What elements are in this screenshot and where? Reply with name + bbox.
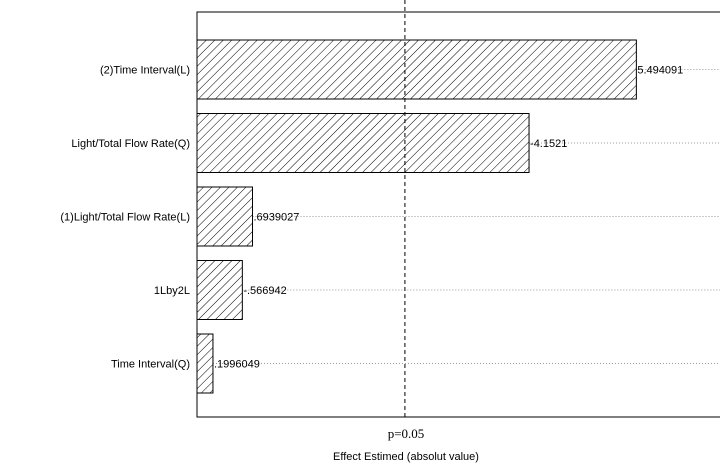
bar-value-label: -4.1521 xyxy=(530,138,567,150)
bar xyxy=(196,333,214,394)
bar-value-label: .1996049 xyxy=(214,359,260,371)
plot-area: 5.494091 (2)Time Interval(L) -4.1521 Light/… xyxy=(60,0,720,418)
reference-line-label: p=0.05 xyxy=(388,426,425,441)
bar-value-label: 5.494091 xyxy=(637,65,683,77)
bar-value-label: -.566942 xyxy=(243,285,286,297)
category-label: (1)Light/Total Flow Rate(L) xyxy=(60,212,190,224)
category-label: 1Lby2L xyxy=(154,285,190,297)
bar xyxy=(196,186,253,247)
bar xyxy=(196,113,530,173)
category-label: Light/Total Flow Rate(Q) xyxy=(71,138,190,150)
bar-value-label: .6939027 xyxy=(253,212,299,224)
category-label: Time Interval(Q) xyxy=(111,359,190,371)
bar xyxy=(196,39,637,100)
bar xyxy=(196,260,243,320)
category-label: (2)Time Interval(L) xyxy=(100,65,190,77)
x-axis-label: Effect Estimed (absolut value) xyxy=(333,451,479,463)
